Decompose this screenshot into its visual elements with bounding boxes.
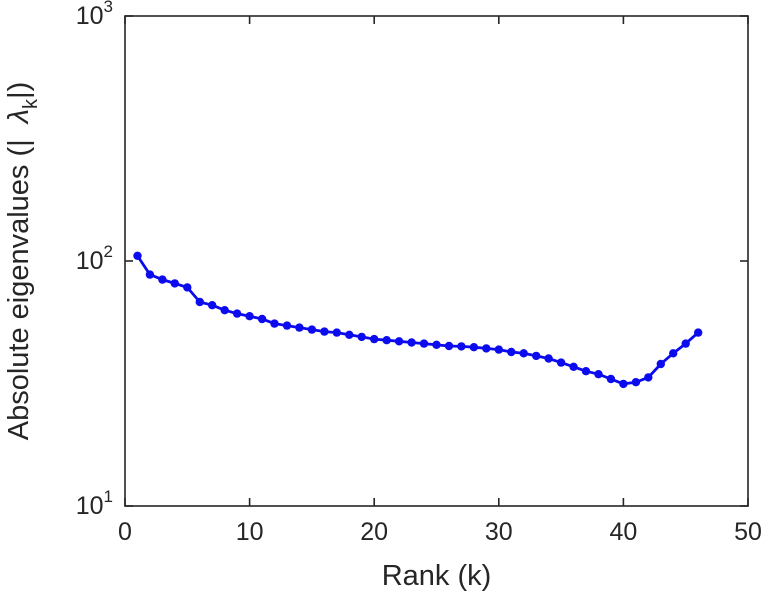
data-point [208,301,217,310]
data-point [320,327,329,336]
data-point [544,354,553,363]
data-point [195,297,204,307]
data-point [332,328,341,337]
data-point [245,312,254,321]
x-axis-label: Rank (k) [382,560,492,592]
data-point [170,279,179,288]
data-point [681,339,690,348]
data-point [270,319,279,328]
data-point [469,343,479,352]
data-point [494,345,503,354]
data-point [295,323,304,332]
y-tick-label: 101 [76,487,113,520]
x-tick-label: 30 [485,518,513,546]
data-point [307,325,317,334]
x-axis: 0 10 20 30 40 50 [118,16,762,546]
data-point [133,251,142,260]
data-point [282,321,292,330]
data-point [357,332,366,342]
y-tick-label: 102 [76,242,113,275]
data-point [532,351,541,361]
data-point [556,358,566,367]
data-point [606,374,616,384]
x-tick-label: 20 [360,518,388,546]
data-point [669,349,678,358]
data-point [581,367,591,376]
data-line [136,254,700,386]
data-point [519,349,528,358]
data-point [345,330,354,339]
data-point [220,306,229,315]
data-point [257,314,267,324]
x-tick-label: 10 [236,518,264,546]
data-point [656,359,665,369]
data-point [644,373,653,382]
data-point [569,362,578,371]
data-point [183,283,192,292]
data-point [619,379,628,389]
data-point [694,328,703,337]
data-point [631,378,641,387]
x-tick-label: 50 [734,518,762,546]
x-tick-label: 0 [118,518,132,546]
y-tick-label: 103 [76,0,113,30]
data-point [444,341,454,351]
data-point [382,336,391,345]
data-point [370,334,379,344]
data-point [419,339,429,348]
data-point [145,270,155,279]
data-point [394,337,404,346]
data-point [158,275,167,284]
y-axis: 101 102 103 [76,0,748,520]
data-point [482,344,491,353]
plot-box [124,15,749,507]
data-point [432,340,441,349]
data-point [232,309,242,318]
y-axis-label: Absolute eigenvalues (| λk|) [3,82,42,441]
data-point [507,347,516,357]
data-point [457,342,466,351]
data-point [407,338,416,347]
x-tick-label: 40 [609,518,637,546]
data-series [133,251,703,389]
data-point [594,370,603,379]
